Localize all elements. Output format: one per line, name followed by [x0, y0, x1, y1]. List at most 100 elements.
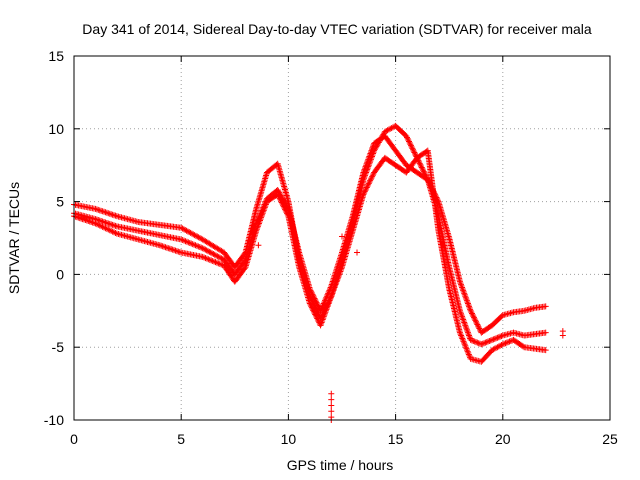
data-point	[192, 242, 199, 249]
data-point	[184, 228, 191, 235]
data-point	[181, 237, 188, 244]
x-tick-label: 20	[495, 431, 511, 447]
data-point	[255, 220, 262, 227]
data-point	[416, 160, 423, 167]
data-point	[502, 340, 509, 347]
data-point	[462, 293, 469, 300]
data-point	[462, 294, 469, 301]
data-point	[308, 290, 315, 297]
data-point	[473, 320, 480, 327]
data-point	[202, 255, 209, 262]
data-point	[405, 137, 412, 144]
data-point	[364, 159, 371, 166]
data-point	[95, 221, 102, 228]
data-point	[241, 265, 248, 272]
data-point	[278, 199, 285, 206]
data-point	[468, 337, 475, 344]
data-point	[179, 237, 186, 244]
data-point	[385, 126, 392, 133]
data-point	[202, 246, 209, 253]
x-tick-label: 5	[177, 431, 185, 447]
data-point	[476, 325, 483, 332]
data-point	[314, 302, 321, 309]
data-point	[459, 285, 466, 292]
data-point	[489, 347, 496, 354]
y-tick-label: -5	[52, 339, 65, 355]
data-point	[481, 340, 488, 347]
data-point	[203, 247, 210, 254]
data-point	[215, 253, 222, 260]
data-point	[360, 191, 367, 198]
data-point	[320, 313, 327, 320]
data-point	[205, 248, 211, 255]
data-point	[505, 339, 512, 346]
data-point	[203, 255, 210, 262]
data-point	[369, 172, 376, 179]
data-point	[368, 147, 375, 154]
data-point	[458, 334, 465, 341]
data-point	[475, 340, 482, 347]
data-point	[467, 336, 474, 343]
data-point	[459, 335, 466, 342]
data-point	[278, 198, 285, 205]
data-point	[262, 202, 269, 209]
data-point	[335, 274, 342, 281]
data-point	[360, 169, 367, 176]
data-point	[309, 305, 316, 312]
plot-frame	[73, 55, 611, 421]
data-point	[318, 304, 325, 311]
data-point	[363, 185, 370, 192]
data-point	[258, 213, 265, 220]
data-point	[478, 341, 485, 348]
data-point	[328, 291, 335, 298]
data-point	[354, 249, 361, 256]
data-point	[420, 167, 427, 174]
data-point	[191, 241, 198, 248]
data-point	[312, 311, 319, 318]
x-tick-label: 25	[602, 431, 618, 447]
data-point	[459, 315, 466, 322]
data-point	[256, 218, 263, 225]
data-point	[474, 339, 481, 346]
data-point	[404, 135, 411, 142]
data-point	[255, 242, 262, 249]
data-point	[470, 338, 477, 345]
data-point	[192, 232, 199, 239]
data-point	[183, 238, 190, 245]
data-point	[403, 133, 410, 140]
data-point	[434, 197, 441, 204]
data-point	[317, 322, 324, 329]
data-point	[210, 251, 217, 258]
data-point	[487, 337, 494, 344]
data-point	[337, 268, 344, 275]
data-point	[254, 224, 261, 231]
data-point	[408, 144, 415, 150]
data-point	[211, 258, 218, 265]
data-point	[327, 294, 334, 301]
data-point	[199, 253, 206, 260]
data-point	[93, 221, 100, 228]
data-point	[410, 146, 417, 153]
data-point	[328, 402, 335, 409]
data-point	[457, 280, 464, 287]
x-tick-label: 15	[388, 431, 404, 447]
data-point	[246, 237, 253, 244]
data-point	[482, 339, 489, 346]
data-point	[255, 221, 262, 228]
data-point	[339, 233, 345, 240]
data-point	[368, 174, 375, 181]
data-point	[103, 225, 110, 232]
data-point	[498, 342, 505, 349]
data-point	[461, 290, 468, 297]
data-point	[462, 344, 469, 351]
data-point	[322, 307, 329, 314]
data-point	[217, 254, 224, 261]
data-point	[461, 291, 468, 298]
data-point	[494, 344, 501, 351]
data-point	[201, 254, 208, 261]
data-point	[338, 265, 345, 272]
data-point	[260, 207, 267, 214]
data-point	[318, 306, 325, 313]
data-point	[254, 223, 261, 230]
data-point	[457, 281, 464, 288]
